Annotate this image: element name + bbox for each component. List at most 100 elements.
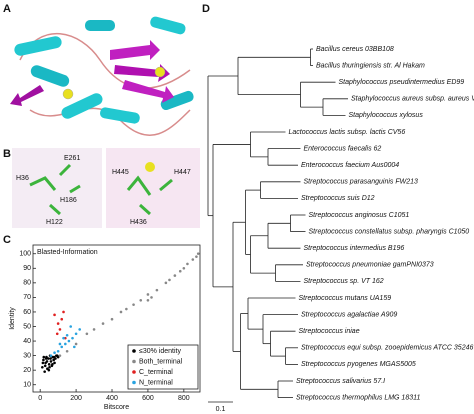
- point: [132, 303, 135, 306]
- point: [195, 255, 198, 258]
- point: [49, 357, 52, 360]
- leaf-label: Streptococcus salivarius 57.I: [296, 378, 385, 385]
- leaf-label: Streptococcus equi subsp. zooepidemicus …: [301, 345, 473, 352]
- legend-marker: [132, 359, 136, 364]
- point: [85, 332, 89, 336]
- residue-label: H186: [60, 197, 77, 204]
- y-tick-label: 90: [23, 265, 31, 272]
- point: [182, 266, 186, 270]
- leaf-label: Staphylococcus pseudintermedius ED99: [339, 79, 465, 86]
- point: [60, 317, 64, 321]
- leaf-label: Streptococcus agalactiae A909: [301, 311, 397, 318]
- legend-marker: [132, 370, 136, 374]
- legend-box: [127, 344, 199, 390]
- point: [101, 322, 105, 325]
- leaf-label: Streptococcus parasanguinis FW213: [304, 179, 418, 186]
- legend-marker: [132, 349, 136, 353]
- point: [42, 355, 46, 359]
- point: [60, 345, 64, 349]
- y-tick-label: 10: [23, 382, 31, 389]
- point: [64, 342, 67, 346]
- leaf-label: Streptococcus thermophilus LMG 18311: [296, 394, 420, 401]
- residue-label: H445: [112, 169, 129, 176]
- point: [53, 313, 56, 317]
- point: [69, 325, 73, 328]
- point: [45, 360, 49, 363]
- x-tick-label: 600: [142, 395, 154, 402]
- point: [92, 328, 96, 331]
- point: [53, 361, 56, 365]
- scale-bar-label: 0.1: [216, 406, 226, 413]
- point: [119, 310, 123, 314]
- residue-label: H36: [16, 175, 29, 182]
- panel-label: B: [3, 148, 11, 160]
- y-tick-label: 50: [23, 323, 31, 330]
- phylogenetic-tree: Bacillus cereus 03BB108 Bacillus thuringi…: [207, 46, 474, 413]
- legend-label: Both_terminal: [139, 358, 183, 365]
- point: [42, 358, 45, 362]
- point: [150, 296, 153, 299]
- point: [49, 360, 53, 363]
- point: [51, 363, 54, 366]
- point: [110, 317, 114, 321]
- y-tick-label: 100: [19, 251, 31, 258]
- legend-marker: [132, 380, 136, 385]
- point: [48, 365, 51, 369]
- leaf-label: Staphylococcus aureus subsp. aureus VC40: [351, 96, 474, 103]
- point: [73, 345, 76, 349]
- plot-frame: [32, 244, 201, 393]
- y-tick-label: 30: [23, 352, 31, 359]
- panel-label: C: [3, 234, 11, 246]
- active-site-views: [12, 148, 200, 228]
- leaf-label: Streptococcus suis D12: [301, 195, 375, 202]
- point: [125, 307, 128, 311]
- point: [49, 354, 53, 357]
- point: [62, 336, 65, 340]
- residue-label: E261: [64, 155, 80, 162]
- point: [52, 355, 56, 359]
- point: [139, 299, 143, 302]
- point: [191, 258, 195, 261]
- leaf-label: Lactococcus lactis subsp. lactis CV56: [289, 129, 406, 136]
- point: [196, 252, 200, 256]
- point: [58, 342, 62, 346]
- x-tick-label: 400: [106, 395, 118, 402]
- point: [41, 365, 44, 369]
- y-tick-label: 20: [23, 367, 31, 374]
- point: [155, 288, 159, 292]
- legend-label: C_terminal: [139, 369, 173, 376]
- leaf-label: Streptococcus mutans UA159: [299, 295, 392, 302]
- point: [168, 278, 171, 282]
- plot-title: Blasted-Information: [37, 249, 98, 256]
- x-axis-label: Bitscore: [104, 404, 129, 411]
- leaf-label: Streptococcus constellatus subsp. pharyn…: [309, 228, 470, 235]
- point: [47, 363, 51, 366]
- leaf-label: Streptococcus anginosus C1051: [309, 212, 410, 219]
- point: [78, 328, 81, 331]
- point: [164, 281, 168, 285]
- y-tick-label: 60: [23, 309, 31, 316]
- point: [65, 333, 69, 337]
- leaf-label: Streptococcus sp. VT 162: [304, 278, 384, 285]
- leaf-label: Streptococcus pyogenes MGAS5005: [301, 361, 416, 368]
- point: [52, 358, 55, 362]
- panel-label: A: [3, 3, 11, 15]
- leaf-label: Staphylococcus xylosus: [349, 112, 424, 119]
- point: [67, 339, 71, 343]
- point: [74, 332, 78, 336]
- point: [56, 355, 60, 359]
- leaf-label: Streptococcus iniae: [299, 328, 360, 335]
- point: [173, 274, 177, 277]
- leaf-label: Bacillus thuringiensis str. Al Hakam: [316, 62, 425, 69]
- point: [146, 299, 150, 302]
- legend-label: ≤30% identity: [139, 348, 181, 355]
- point: [41, 361, 45, 365]
- point: [47, 368, 51, 372]
- x-tick-label: 800: [178, 395, 190, 402]
- point: [58, 328, 62, 331]
- y-axis-label: Identity: [9, 307, 16, 330]
- point: [56, 349, 60, 353]
- point: [53, 351, 56, 355]
- y-tick-label: 80: [23, 280, 31, 287]
